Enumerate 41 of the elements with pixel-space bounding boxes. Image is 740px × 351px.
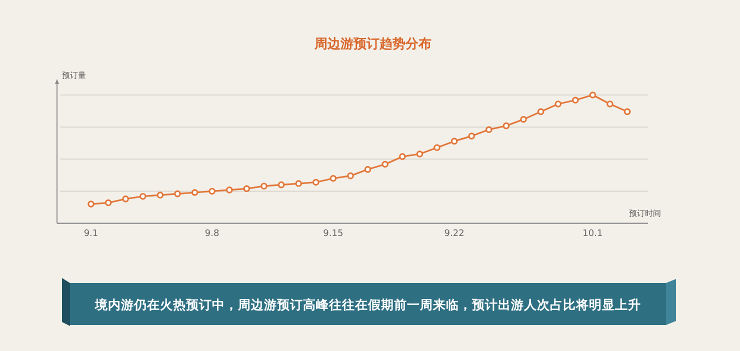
point bbox=[278, 181, 285, 188]
point bbox=[208, 188, 216, 195]
point bbox=[450, 138, 458, 145]
point bbox=[502, 122, 510, 130]
point bbox=[606, 100, 614, 108]
point bbox=[191, 189, 198, 196]
point bbox=[589, 92, 596, 98]
point bbox=[624, 108, 631, 116]
point bbox=[226, 186, 233, 194]
text: 境内游仍在火热预订中，周边游预订高峰往往在假期前一周来临，预计出游人次占比将明显上升 bbox=[94, 297, 641, 312]
point bbox=[243, 185, 250, 192]
point bbox=[347, 172, 354, 180]
x-tick-label: 9.1 bbox=[84, 229, 98, 239]
x-axis-title: 预订时间 bbox=[629, 209, 661, 218]
point bbox=[140, 192, 146, 200]
point bbox=[399, 153, 406, 160]
point bbox=[260, 182, 268, 190]
point bbox=[486, 126, 492, 134]
point bbox=[434, 144, 440, 152]
chart-title: 周边游预订趋势分布 bbox=[314, 36, 432, 52]
point bbox=[416, 150, 424, 158]
point bbox=[520, 116, 527, 123]
point bbox=[330, 174, 337, 182]
point bbox=[156, 192, 164, 198]
point bbox=[572, 96, 579, 104]
x-tick-label: 9.15 bbox=[323, 229, 344, 239]
x-tick-label: 9.8 bbox=[204, 229, 220, 239]
point bbox=[174, 190, 181, 198]
x-tick-label: 9.22 bbox=[444, 229, 464, 239]
point bbox=[122, 196, 129, 202]
point bbox=[537, 108, 544, 116]
point bbox=[364, 166, 372, 173]
y-axis-title: 预订量 bbox=[62, 71, 86, 80]
point bbox=[382, 160, 388, 168]
point bbox=[312, 178, 320, 186]
point bbox=[88, 200, 94, 208]
point bbox=[468, 132, 475, 140]
x-tick-label: 10.1 bbox=[582, 229, 603, 239]
point bbox=[104, 199, 112, 206]
point bbox=[295, 180, 302, 187]
point bbox=[554, 100, 562, 108]
